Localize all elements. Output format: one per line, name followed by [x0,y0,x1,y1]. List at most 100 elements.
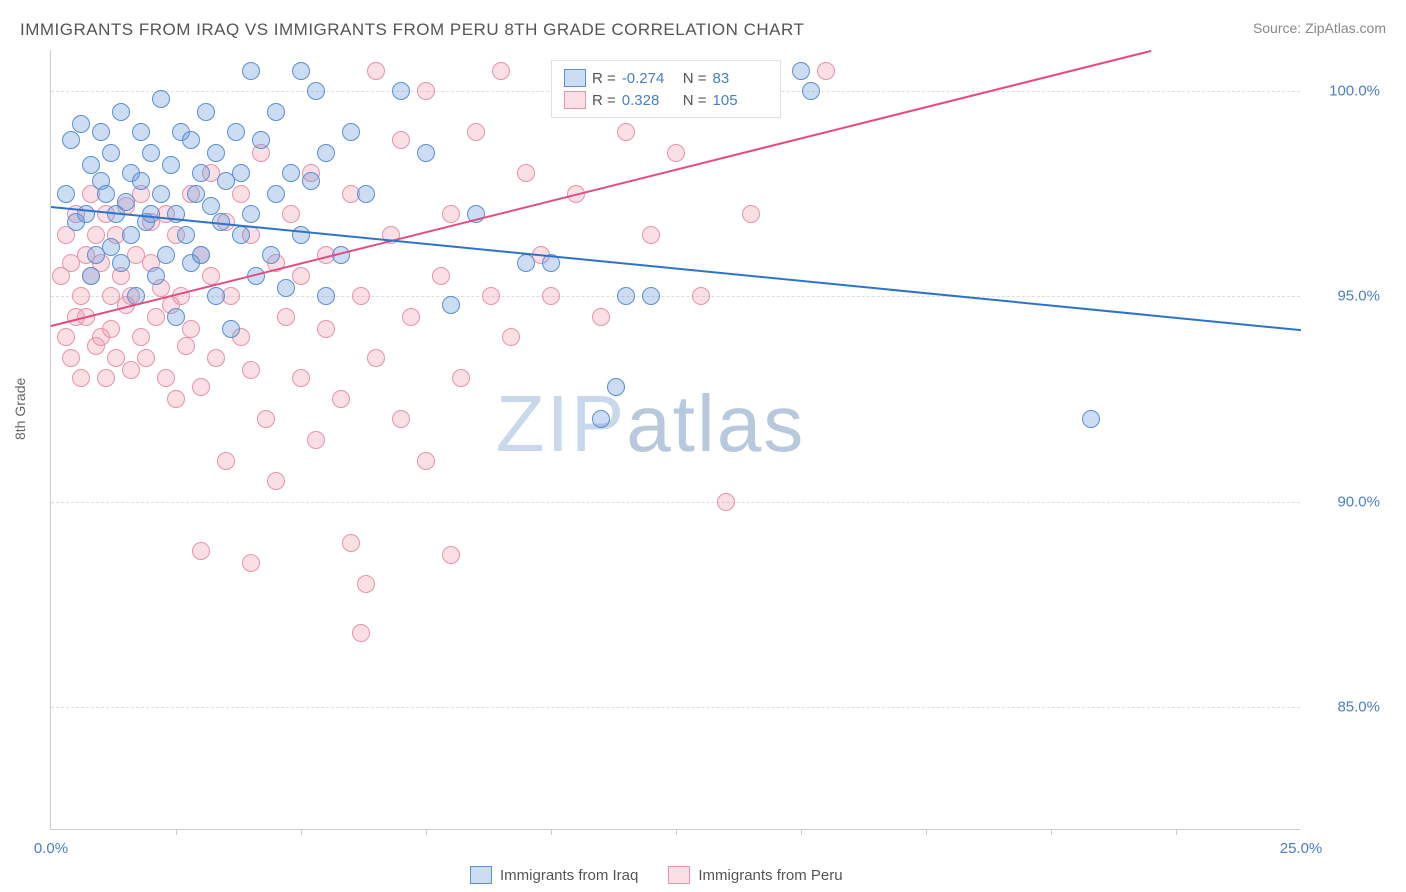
data-point-peru [122,361,140,379]
data-point-peru [292,369,310,387]
legend-item-iraq: Immigrants from Iraq [470,866,638,884]
data-point-iraq [342,123,360,141]
gridline [51,707,1300,708]
data-point-iraq [142,144,160,162]
watermark: ZIPatlas [496,378,805,470]
data-point-iraq [642,287,660,305]
data-point-peru [617,123,635,141]
data-point-iraq [232,164,250,182]
data-point-peru [442,546,460,564]
data-point-peru [87,226,105,244]
data-point-peru [102,320,120,338]
data-point-iraq [232,226,250,244]
data-point-iraq [102,238,120,256]
x-minor-tick [1176,829,1177,835]
data-point-peru [392,410,410,428]
data-point-iraq [417,144,435,162]
data-point-peru [817,62,835,80]
y-tick-label: 90.0% [1337,493,1380,510]
data-point-iraq [617,287,635,305]
data-point-iraq [147,267,165,285]
data-point-peru [332,390,350,408]
x-minor-tick [426,829,427,835]
y-tick-label: 100.0% [1329,83,1380,100]
data-point-iraq [117,193,135,211]
legend-n-label: N = [683,92,707,109]
data-point-peru [482,287,500,305]
data-point-peru [592,308,610,326]
legend-label-iraq: Immigrants from Iraq [500,867,638,884]
data-point-iraq [57,185,75,203]
data-point-peru [267,472,285,490]
data-point-peru [442,205,460,223]
legend-swatch-peru [564,91,586,109]
data-point-peru [417,452,435,470]
data-point-peru [642,226,660,244]
data-point-iraq [102,144,120,162]
legend-swatch-iraq [470,866,492,884]
data-point-iraq [307,82,325,100]
data-point-peru [192,378,210,396]
data-point-iraq [222,320,240,338]
data-point-iraq [282,164,300,182]
data-point-peru [392,131,410,149]
legend-swatch-iraq [564,69,586,87]
data-point-peru [742,205,760,223]
legend-item-peru: Immigrants from Peru [668,866,842,884]
data-point-peru [177,337,195,355]
data-point-peru [667,144,685,162]
data-point-peru [432,267,450,285]
data-point-iraq [802,82,820,100]
data-point-peru [452,369,470,387]
data-point-peru [692,287,710,305]
data-point-peru [307,431,325,449]
x-minor-tick [301,829,302,835]
data-point-peru [182,320,200,338]
x-minor-tick [551,829,552,835]
data-point-iraq [132,172,150,190]
data-point-iraq [517,254,535,272]
x-minor-tick [676,829,677,835]
data-point-iraq [112,254,130,272]
data-point-iraq [242,62,260,80]
scatter-plot-area: ZIPatlas R = -0.274 N = 83 R = 0.328 N =… [50,50,1300,830]
data-point-peru [402,308,420,326]
data-point-iraq [62,131,80,149]
data-point-iraq [162,156,180,174]
legend-r-label: R = [592,70,616,87]
data-point-iraq [292,62,310,80]
x-minor-tick [1051,829,1052,835]
data-point-iraq [442,296,460,314]
data-point-peru [147,308,165,326]
data-point-peru [282,205,300,223]
data-point-iraq [207,144,225,162]
data-point-iraq [97,185,115,203]
legend-label-peru: Immigrants from Peru [698,867,842,884]
data-point-iraq [267,185,285,203]
data-point-iraq [202,197,220,215]
x-tick-label: 25.0% [1280,840,1323,857]
data-point-iraq [592,410,610,428]
data-point-peru [72,369,90,387]
data-point-peru [202,267,220,285]
data-point-iraq [82,267,100,285]
legend-r-peru: 0.328 [622,92,677,109]
data-point-iraq [82,156,100,174]
data-point-peru [417,82,435,100]
data-point-peru [62,349,80,367]
data-point-iraq [227,123,245,141]
data-point-peru [157,369,175,387]
data-point-iraq [112,103,130,121]
gridline [51,502,1300,503]
legend-row-iraq: R = -0.274 N = 83 [564,67,768,89]
data-point-peru [257,410,275,428]
data-point-iraq [262,246,280,264]
series-legend: Immigrants from Iraq Immigrants from Per… [470,866,843,884]
data-point-iraq [92,123,110,141]
data-point-peru [72,287,90,305]
data-point-peru [107,349,125,367]
legend-n-label: N = [683,70,707,87]
data-point-peru [232,185,250,203]
trend-line-iraq [51,206,1301,331]
data-point-peru [217,452,235,470]
